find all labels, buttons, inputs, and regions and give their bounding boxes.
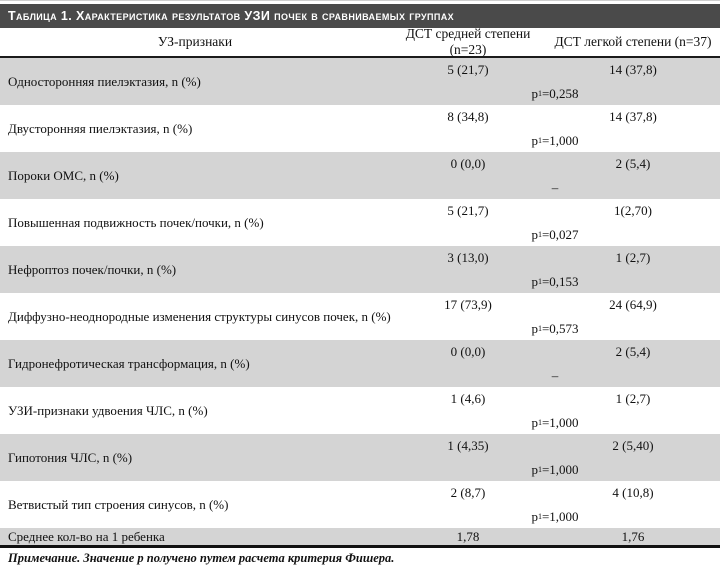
column-header-group-moderate: ДСТ средней степени (n=23)	[405, 26, 531, 57]
p-value: p 1 =1,000	[531, 461, 579, 477]
value-mild: 2 (5,4)	[615, 156, 651, 171]
p-symbol: p	[531, 461, 538, 477]
p-value: p 1 =1,000	[531, 132, 579, 148]
table-row: Гипотония ЧЛС, n (%) 1 (4,35) 2 (5,40) p…	[0, 434, 720, 481]
table-row: Нефроптоз почек/почки, n (%) 3 (13,0) 1 …	[0, 246, 720, 293]
p-value: –	[390, 364, 720, 387]
p-value: p 1 =0,573	[531, 320, 579, 336]
value-mild: 14 (37,8)	[609, 109, 657, 124]
value-moderate: 8 (34,8)	[447, 109, 489, 124]
table-title-bar: Таблица 1. Характеристика результатов УЗ…	[0, 4, 720, 28]
p-symbol: p	[531, 132, 538, 148]
value-mild: 1,76	[621, 528, 645, 544]
p-number: =0,027	[541, 226, 579, 242]
value-moderate: 1 (4,35)	[447, 438, 489, 453]
row-label: Повышенная подвижность почек/почки, n (%…	[8, 214, 264, 230]
value-moderate: 1,78	[456, 528, 480, 544]
table-row: Пороки ОМС, n (%) 0 (0,0) 2 (5,4) –	[0, 152, 720, 199]
row-label: Диффузно-неоднородные изменения структур…	[8, 308, 391, 324]
value-moderate: 0 (0,0)	[450, 156, 486, 171]
p-number: =1,000	[541, 508, 579, 524]
value-moderate: 3 (13,0)	[447, 250, 489, 265]
row-label: Пороки ОМС, n (%)	[8, 167, 119, 183]
row-label: Гидронефротическая трансформация, n (%)	[8, 355, 250, 371]
table-row: Ветвистый тип строения синусов, n (%) 2 …	[0, 481, 720, 528]
row-label: Двусторонняя пиелэктазия, n (%)	[8, 120, 193, 136]
value-mild: 24 (64,9)	[609, 297, 657, 312]
p-number: =1,000	[541, 461, 579, 477]
value-mild: 1 (2,7)	[615, 391, 651, 406]
table-row: Диффузно-неоднородные изменения структур…	[0, 293, 720, 340]
p-number: =0,573	[541, 320, 579, 336]
p-symbol: p	[531, 414, 538, 430]
value-moderate: 2 (8,7)	[450, 485, 486, 500]
column-header-features: УЗ-признаки	[157, 34, 233, 49]
p-symbol: p	[531, 85, 538, 101]
table-row: Гидронефротическая трансформация, n (%) …	[0, 340, 720, 387]
summary-row: Среднее кол-во на 1 ребенка 1,78 1,76	[0, 528, 720, 545]
p-symbol: p	[531, 273, 538, 289]
p-number: =1,000	[541, 414, 579, 430]
value-mild: 2 (5,4)	[615, 344, 651, 359]
p-value: –	[390, 176, 720, 199]
p-symbol: p	[531, 226, 538, 242]
p-value: p 1 =0,027	[531, 226, 579, 242]
table-bottom-rule	[0, 545, 720, 548]
p-number: =1,000	[541, 132, 579, 148]
table-header-row: УЗ-признаки ДСТ средней степени (n=23) Д…	[0, 26, 720, 58]
p-symbol: p	[531, 320, 538, 336]
p-number: =0,153	[541, 273, 579, 289]
value-mild: 14 (37,8)	[609, 62, 657, 77]
column-header-group-mild: ДСТ легкой степени (n=37)	[554, 34, 712, 49]
table-row: Двусторонняя пиелэктазия, n (%) 8 (34,8)…	[0, 105, 720, 152]
row-label: Нефроптоз почек/почки, n (%)	[8, 261, 177, 277]
table-row: УЗИ-признаки удвоения ЧЛС, n (%) 1 (4,6)…	[0, 387, 720, 434]
p-symbol: p	[531, 508, 538, 524]
p-value: p 1 =1,000	[531, 414, 579, 430]
p-value: p 1 =0,153	[531, 273, 579, 289]
value-moderate: 0 (0,0)	[450, 344, 486, 359]
value-mild: 1(2,70)	[614, 203, 652, 218]
row-label: Гипотония ЧЛС, n (%)	[8, 449, 133, 465]
value-moderate: 5 (21,7)	[447, 62, 489, 77]
value-moderate: 17 (73,9)	[444, 297, 492, 312]
p-value: p 1 =1,000	[531, 508, 579, 524]
p-value: p 1 =0,258	[531, 85, 579, 101]
row-label: Ветвистый тип строения синусов, n (%)	[8, 496, 229, 512]
table-row: Повышенная подвижность почек/почки, n (%…	[0, 199, 720, 246]
table-title: Таблица 1. Характеристика результатов УЗ…	[8, 9, 455, 23]
value-moderate: 1 (4,6)	[450, 391, 486, 406]
value-mild: 4 (10,8)	[612, 485, 654, 500]
p-symbol: –	[551, 179, 559, 195]
row-label: УЗИ-признаки удвоения ЧЛС, n (%)	[8, 402, 208, 418]
value-mild: 1 (2,7)	[615, 250, 651, 265]
row-label: Односторонняя пиелэктазия, n (%)	[8, 73, 201, 89]
value-mild: 2 (5,40)	[612, 438, 654, 453]
table-footnote: Примечание. Значение p получено путем ра…	[8, 551, 395, 565]
row-label: Среднее кол-во на 1 ребенка	[8, 528, 165, 544]
p-symbol: –	[551, 367, 559, 383]
p-number: =0,258	[541, 85, 579, 101]
value-moderate: 5 (21,7)	[447, 203, 489, 218]
table-row: Односторонняя пиелэктазия, n (%) 5 (21,7…	[0, 58, 720, 105]
